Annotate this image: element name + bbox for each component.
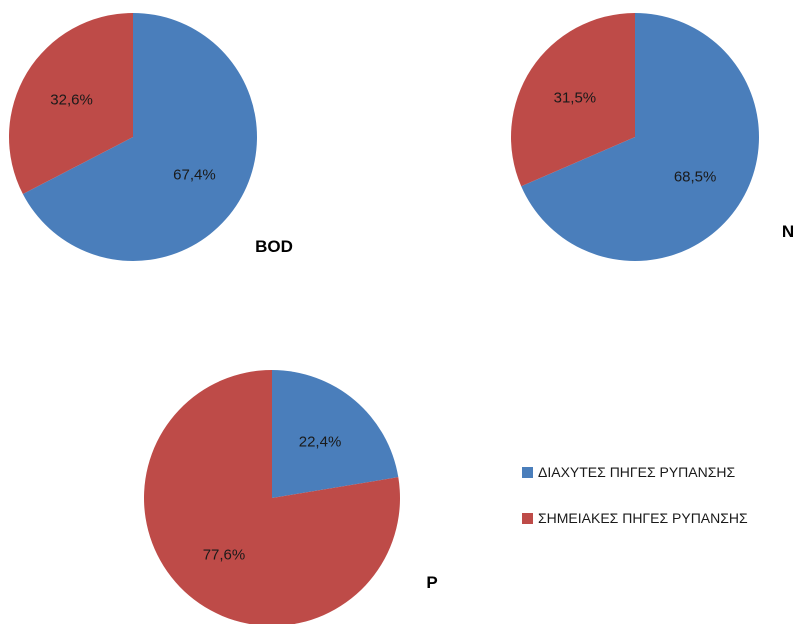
pie-slice-diffuse: [22, 13, 258, 261]
pie-chart-p: 22,4% 77,6% P: [144, 370, 438, 624]
slice-label-point: 32,6%: [50, 92, 93, 109]
pie-slice-diffuse: [272, 370, 399, 498]
slice-label-diffuse: 67,4%: [173, 166, 216, 183]
chart-title: N: [782, 222, 794, 241]
pie-slice-point: [511, 13, 635, 187]
pie-slice-point: [9, 13, 134, 194]
chart-title: BOD: [255, 237, 293, 256]
legend-label-diffuse: ΔΙΑΧΥΤΕΣ ΠΗΓΕΣ ΡΥΠΑΝΣΗΣ: [538, 464, 736, 480]
chart-title: P: [426, 573, 437, 592]
legend-swatch-diffuse: [522, 466, 533, 478]
legend-label-point: ΣΗΜΕΙΑΚΕΣ ΠΗΓΕΣ ΡΥΠΑΝΣΗΣ: [538, 510, 748, 526]
legend-item-diffuse: ΔΙΑΧΥΤΕΣ ΠΗΓΕΣ ΡΥΠΑΝΣΗΣ: [522, 462, 748, 482]
pie-slice-point: [144, 370, 400, 624]
pie-slice-diffuse: [521, 13, 760, 261]
slice-label-diffuse: 68,5%: [674, 168, 717, 185]
legend-item-point: ΣΗΜΕΙΑΚΕΣ ΠΗΓΕΣ ΡΥΠΑΝΣΗΣ: [522, 508, 748, 528]
slice-label-point: 77,6%: [203, 547, 246, 564]
pie-chart-bod: 67,4% 32,6% BOD: [9, 13, 293, 261]
pie-chart-n: 68,5% 31,5% N: [511, 13, 794, 261]
slice-label-diffuse: 22,4%: [299, 433, 342, 450]
legend-swatch-point: [522, 512, 533, 524]
slice-label-point: 31,5%: [554, 90, 597, 107]
legend: ΔΙΑΧΥΤΕΣ ΠΗΓΕΣ ΡΥΠΑΝΣΗΣ ΣΗΜΕΙΑΚΕΣ ΠΗΓΕΣ …: [522, 462, 748, 554]
